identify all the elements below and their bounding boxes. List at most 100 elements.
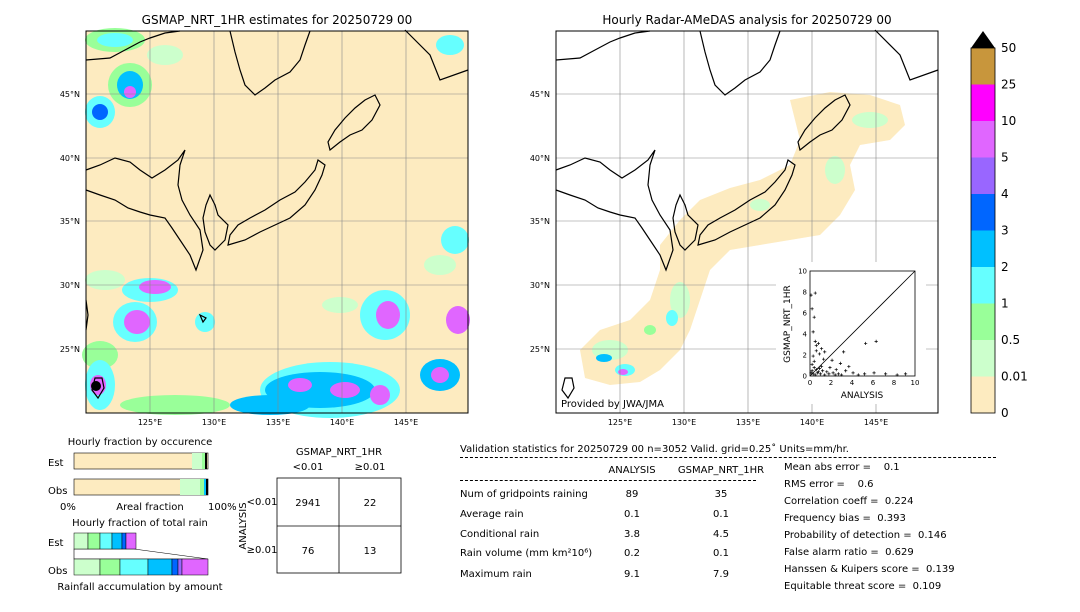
colorbar-segment (971, 267, 995, 304)
right-lat-label: 45°N (530, 90, 550, 99)
validation-row: Conditional rain 3.8 4.5 (460, 529, 760, 543)
left-map: 45°N 40°N 35°N 30°N 25°N 125°E 130°E 135… (60, 28, 470, 427)
right-map-coverage (580, 92, 905, 385)
left-lat-label: 45°N (60, 90, 80, 99)
scatter-inset: 0 2 4 6 8 10 0 2 4 6 8 10 ANALYSIS GSMAP_NRT_1HR (776, 262, 926, 404)
colorbar-segment (971, 376, 995, 414)
right-lon-label: 135°E (736, 418, 760, 427)
scatter-xtick: 2 (829, 379, 833, 387)
scatter-point (884, 372, 888, 376)
scatter-point (851, 371, 855, 375)
scatter-point (814, 368, 818, 372)
scatter-points (809, 291, 908, 377)
occurrence-x-mid: Areal fraction (116, 502, 183, 513)
scatter-point (812, 366, 816, 370)
contingency-col-title: GSMAP_NRT_1HR (296, 447, 382, 458)
colorbar-label: 2 (1001, 260, 1009, 274)
validation-header: Validation statistics for 20250729 00 n=… (460, 444, 849, 455)
scatter-xtick: 4 (850, 379, 855, 387)
scatter-point (810, 369, 814, 373)
colorbar-segment (971, 84, 995, 122)
colorbar-segment (971, 340, 995, 377)
contingency-row-lt: <0.01 (247, 497, 278, 508)
validation-row-gsmap: 7.9 (713, 569, 729, 580)
colorbar-label: 10 (1001, 114, 1016, 128)
right-map-coastline (555, 29, 939, 400)
scatter-xtick: 10 (911, 379, 920, 387)
scatter-xlabel: ANALYSIS (841, 391, 884, 401)
total-rain-chart: Est Obs Rainfall accumulation by amount (48, 532, 223, 593)
validation-row-label: Rain volume (mm km²10⁶) (460, 548, 593, 559)
validation-row: Rain volume (mm km²10⁶) 0.2 0.1 (460, 548, 760, 562)
scatter-point (822, 357, 826, 361)
left-lon-label: 125°E (138, 418, 162, 427)
scatter-point (812, 315, 816, 319)
total-rain-xlabel: Rainfall accumulation by amount (57, 582, 222, 593)
score-line: Mean abs error = 0.1 (784, 462, 900, 473)
scatter-ytick: 10 (798, 268, 807, 276)
validation-row-label: Maximum rain (460, 569, 532, 580)
left-lat-label: 25°N (60, 345, 80, 354)
validation-row-analysis: 9.1 (624, 569, 640, 580)
occurrence-x-left: 0% (60, 502, 76, 513)
validation-row: Maximum rain 9.1 7.9 (460, 569, 760, 583)
validation-row: Num of gridpoints raining 89 35 (460, 489, 760, 503)
scatter-point (811, 372, 815, 376)
scatter-point (823, 350, 827, 354)
left-lat-label: 30°N (60, 281, 80, 290)
scatter-point (844, 369, 848, 373)
colorbar-label: 25 (1001, 78, 1016, 92)
contingency-row-title: ANALYSIS (238, 502, 249, 549)
colorbar-segment (971, 194, 995, 231)
scatter-ytick: 6 (803, 310, 808, 318)
scatter-point (825, 370, 829, 374)
scatter-point (833, 373, 837, 377)
left-map-coastline (85, 29, 469, 400)
score-line: Frequency bias = 0.393 (784, 513, 906, 524)
contingency-col-lt: <0.01 (293, 462, 324, 473)
scatter-point (809, 293, 813, 297)
scatter-point (838, 361, 843, 365)
scatter-point (811, 354, 815, 358)
scatter-point (812, 359, 816, 363)
scatter-xtick: 6 (871, 379, 876, 387)
contingency-cell: 2941 (295, 498, 320, 509)
colorbar-segment (971, 48, 995, 85)
colorbar-label: 3 (1001, 224, 1009, 238)
validation-row-label: Conditional rain (460, 529, 540, 540)
total-rain-row-est: Est (48, 538, 64, 549)
colorbar: 50 25 10 5 4 3 2 1 0.5 0.01 0 (970, 31, 1028, 420)
scatter-point (819, 347, 824, 351)
colorbar-label: 5 (1001, 151, 1009, 165)
data-credit: Provided by JWA/JMA (561, 399, 664, 410)
scatter-ytick: 8 (803, 289, 807, 297)
validation-row-analysis: 89 (625, 489, 639, 500)
right-lat-label: 35°N (530, 217, 550, 226)
scatter-point (817, 352, 822, 356)
colorbar-label: 0.01 (1001, 370, 1028, 384)
scatter-point (821, 369, 825, 373)
scatter-point (819, 364, 824, 369)
scatter-xtick: 8 (892, 379, 896, 387)
validation-row-gsmap: 0.1 (713, 509, 729, 520)
scatter-point (809, 371, 813, 375)
contingency-row-ge: ≥0.01 (247, 545, 278, 556)
scatter-ticks: 0 2 4 6 8 10 0 2 4 6 8 10 (798, 268, 919, 388)
right-lon-label: 145°E (864, 418, 888, 427)
occurrence-row-est: Est (48, 458, 64, 469)
colorbar-labels: 50 25 10 5 4 3 2 1 0.5 0.01 0 (1001, 41, 1028, 420)
scatter-point (810, 362, 814, 367)
scatter-point (828, 366, 832, 370)
right-lat-label: 25°N (530, 345, 550, 354)
total-rain-row-obs: Obs (48, 566, 67, 577)
left-map-axis-labels: 45°N 40°N 35°N 30°N 25°N 125°E 130°E 135… (60, 90, 418, 427)
left-lat-label: 35°N (60, 217, 80, 226)
colorbar-segment (971, 157, 995, 195)
colorbar-label: 0 (1001, 406, 1009, 420)
colorbar-extend-arrow (971, 31, 995, 48)
total-rain-title: Hourly fraction of total rain (72, 518, 208, 529)
occurrence-chart: Est Obs 0% Areal fraction 100% (48, 452, 237, 513)
occurrence-title: Hourly fraction by occurence (67, 437, 213, 448)
occurrence-x-right: 100% (208, 502, 237, 513)
scatter-point (814, 343, 818, 348)
